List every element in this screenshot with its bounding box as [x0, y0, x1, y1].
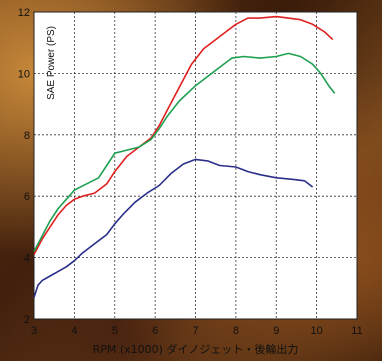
series-line-2 [33, 52, 336, 252]
x-axis-title: RPM (x1000) ダイノジェット・後輪出力 [93, 342, 299, 356]
series-line-1 [33, 15, 334, 255]
y-tick-label: 6 [24, 191, 30, 203]
x-tick-label: 7 [192, 325, 198, 337]
x-tick-label: 9 [273, 325, 279, 337]
x-tick-label: 5 [112, 325, 118, 337]
y-tick-label: 4 [24, 253, 30, 265]
y-tick-label: 2 [24, 314, 30, 326]
y-tick-label: 8 [24, 130, 30, 142]
y-tick-label: 10 [18, 68, 30, 80]
y-axis-ticks: 2 4 6 8 10 12 [18, 7, 30, 326]
y-axis-title: SAE Power (PS) [46, 26, 57, 100]
x-tick-label: 4 [71, 325, 77, 337]
y-tick-label: 12 [18, 7, 30, 19]
series-lines [33, 15, 336, 298]
x-axis-ticks: 3 4 5 6 7 8 9 10 11 [31, 325, 363, 337]
x-tick-label: 11 [351, 325, 362, 337]
x-tick-label: 8 [233, 325, 239, 337]
grid-lines [34, 12, 357, 319]
x-tick-label: 6 [152, 325, 158, 337]
series-line-3 [33, 158, 314, 298]
x-tick-label: 3 [31, 325, 37, 337]
x-tick-label: 10 [311, 325, 323, 337]
